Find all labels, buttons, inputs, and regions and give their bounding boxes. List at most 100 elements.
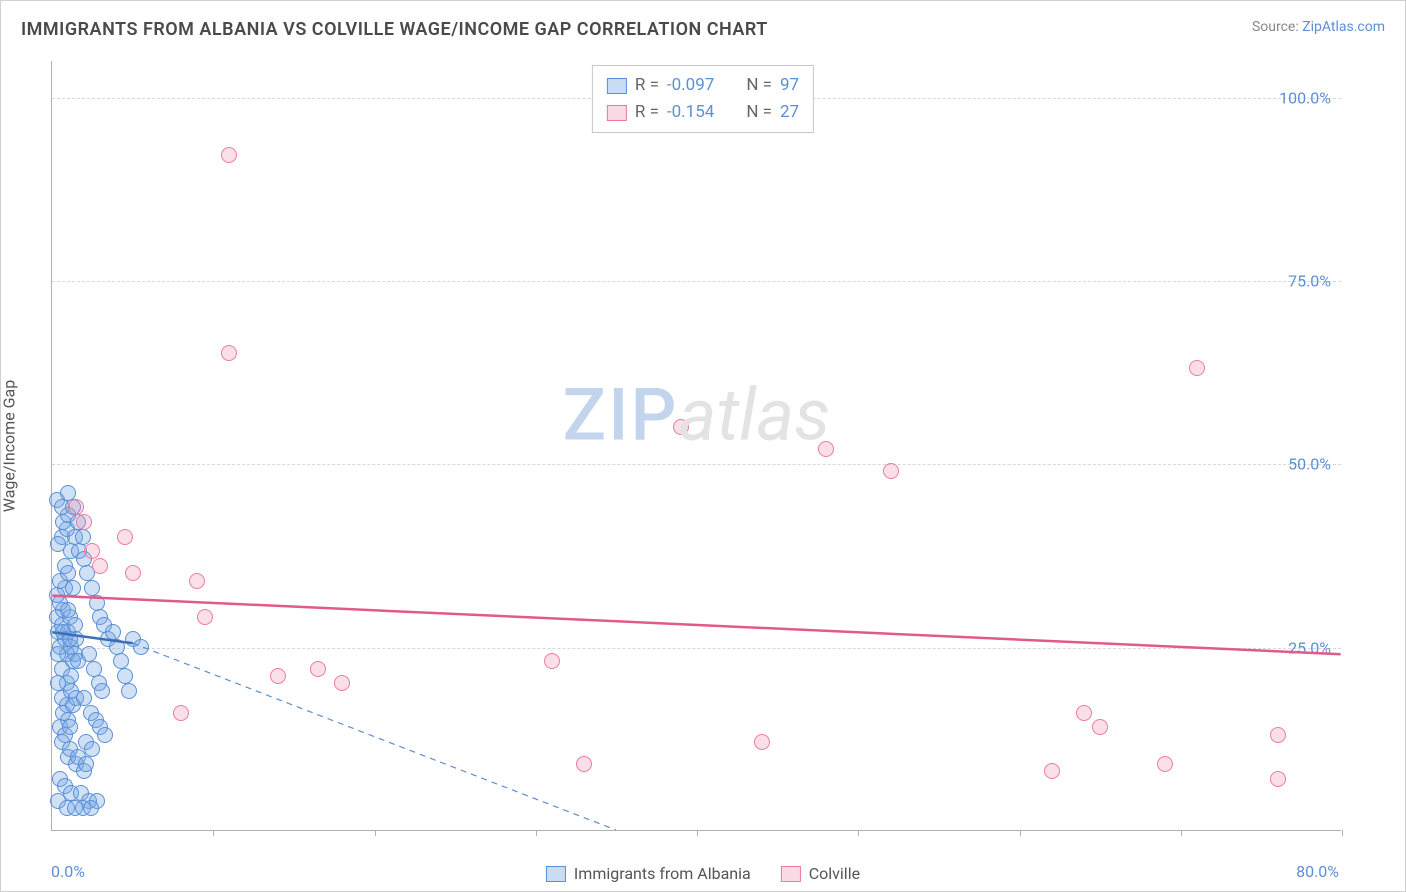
xlegend-colville: Colville xyxy=(781,864,860,883)
data-point xyxy=(1076,705,1092,721)
data-point xyxy=(221,345,237,361)
data-point xyxy=(84,741,100,757)
data-point xyxy=(62,719,78,735)
y-tick-label: 75.0% xyxy=(1288,272,1331,291)
data-point xyxy=(76,690,92,706)
watermark: ZIPatlas xyxy=(563,372,831,457)
plot-area: ZIPatlas 25.0% 50.0% 75.0% 100.0% xyxy=(51,61,1341,831)
data-point xyxy=(576,756,592,772)
data-point xyxy=(65,580,81,596)
data-point xyxy=(94,683,110,699)
xlegend-albania: Immigrants from Albania xyxy=(546,864,751,883)
data-point xyxy=(1157,756,1173,772)
gridline-h xyxy=(52,464,1341,465)
swatch-blue xyxy=(607,78,627,94)
data-point xyxy=(133,639,149,655)
n-value-colville: 27 xyxy=(780,99,799,126)
legend-row-colville: R = -0.154 N = 27 xyxy=(607,99,799,126)
data-point xyxy=(818,441,834,457)
gridline-h xyxy=(52,281,1341,282)
data-point xyxy=(270,668,286,684)
x-tick xyxy=(1181,830,1182,836)
source-link[interactable]: ZipAtlas.com xyxy=(1302,19,1385,35)
data-point xyxy=(310,661,326,677)
data-point xyxy=(117,529,133,545)
x-tick xyxy=(697,830,698,836)
data-point xyxy=(125,565,141,581)
data-point xyxy=(673,419,689,435)
x-tick xyxy=(536,830,537,836)
data-point xyxy=(221,147,237,163)
r-label: R = xyxy=(635,72,659,99)
data-point xyxy=(89,595,105,611)
x-tick xyxy=(1020,830,1021,836)
data-point xyxy=(1270,727,1286,743)
watermark-atlas: atlas xyxy=(678,372,830,457)
y-tick-label: 100.0% xyxy=(1279,88,1331,107)
series-name-colville: Colville xyxy=(809,864,860,883)
x-tick xyxy=(375,830,376,836)
data-point xyxy=(76,514,92,530)
n-label: N = xyxy=(746,72,772,99)
data-point xyxy=(1092,719,1108,735)
data-point xyxy=(75,529,91,545)
data-point xyxy=(97,727,113,743)
data-point xyxy=(109,639,125,655)
r-value-colville: -0.154 xyxy=(667,99,714,126)
x-tick xyxy=(213,830,214,836)
data-point xyxy=(117,668,133,684)
series-name-albania: Immigrants from Albania xyxy=(574,864,751,883)
data-point xyxy=(86,661,102,677)
data-point xyxy=(1270,771,1286,787)
y-tick-label: 25.0% xyxy=(1288,638,1331,657)
data-point xyxy=(189,573,205,589)
r-label: R = xyxy=(635,99,659,126)
source-attribution: Source: ZipAtlas.com xyxy=(1252,19,1385,35)
data-point xyxy=(197,609,213,625)
x-tick-label-max: 80.0% xyxy=(1296,862,1339,881)
n-value-albania: 97 xyxy=(780,72,799,99)
swatch-blue-icon xyxy=(546,866,566,882)
correlation-legend: R = -0.097 N = 97 R = -0.154 N = 27 xyxy=(592,65,814,133)
data-point xyxy=(105,624,121,640)
gridline-h xyxy=(52,648,1341,649)
data-point xyxy=(883,463,899,479)
data-point xyxy=(334,675,350,691)
swatch-pink xyxy=(607,105,627,121)
data-point xyxy=(1044,763,1060,779)
source-prefix: Source: xyxy=(1252,19,1302,35)
x-tick xyxy=(858,830,859,836)
y-tick-label: 50.0% xyxy=(1288,455,1331,474)
data-point xyxy=(60,485,76,501)
x-tick-label-min: 0.0% xyxy=(51,862,85,881)
chart-container: IMMIGRANTS FROM ALBANIA VS COLVILLE WAGE… xyxy=(0,0,1406,892)
data-point xyxy=(84,580,100,596)
data-point xyxy=(1189,360,1205,376)
data-point xyxy=(50,536,66,552)
data-point xyxy=(544,653,560,669)
x-tick xyxy=(1342,830,1343,836)
data-point xyxy=(50,646,66,662)
data-point xyxy=(81,646,97,662)
watermark-zip: ZIP xyxy=(563,372,679,457)
y-axis-label: Wage/Income Gap xyxy=(0,380,19,512)
swatch-pink-icon xyxy=(781,866,801,882)
data-point xyxy=(49,587,65,603)
r-value-albania: -0.097 xyxy=(667,72,714,99)
legend-row-albania: R = -0.097 N = 97 xyxy=(607,72,799,99)
data-point xyxy=(78,756,94,772)
data-point xyxy=(50,675,66,691)
data-point xyxy=(68,499,84,515)
chart-title: IMMIGRANTS FROM ALBANIA VS COLVILLE WAGE… xyxy=(21,19,768,40)
data-point xyxy=(121,683,137,699)
data-point xyxy=(92,558,108,574)
data-point xyxy=(84,543,100,559)
data-point xyxy=(60,565,76,581)
data-point xyxy=(60,602,76,618)
data-point xyxy=(62,631,78,647)
data-point xyxy=(83,800,99,816)
trendlines-svg xyxy=(52,61,1341,830)
n-label: N = xyxy=(746,99,772,126)
x-axis-legend: Immigrants from Albania Colville xyxy=(546,864,860,883)
data-point xyxy=(113,653,129,669)
